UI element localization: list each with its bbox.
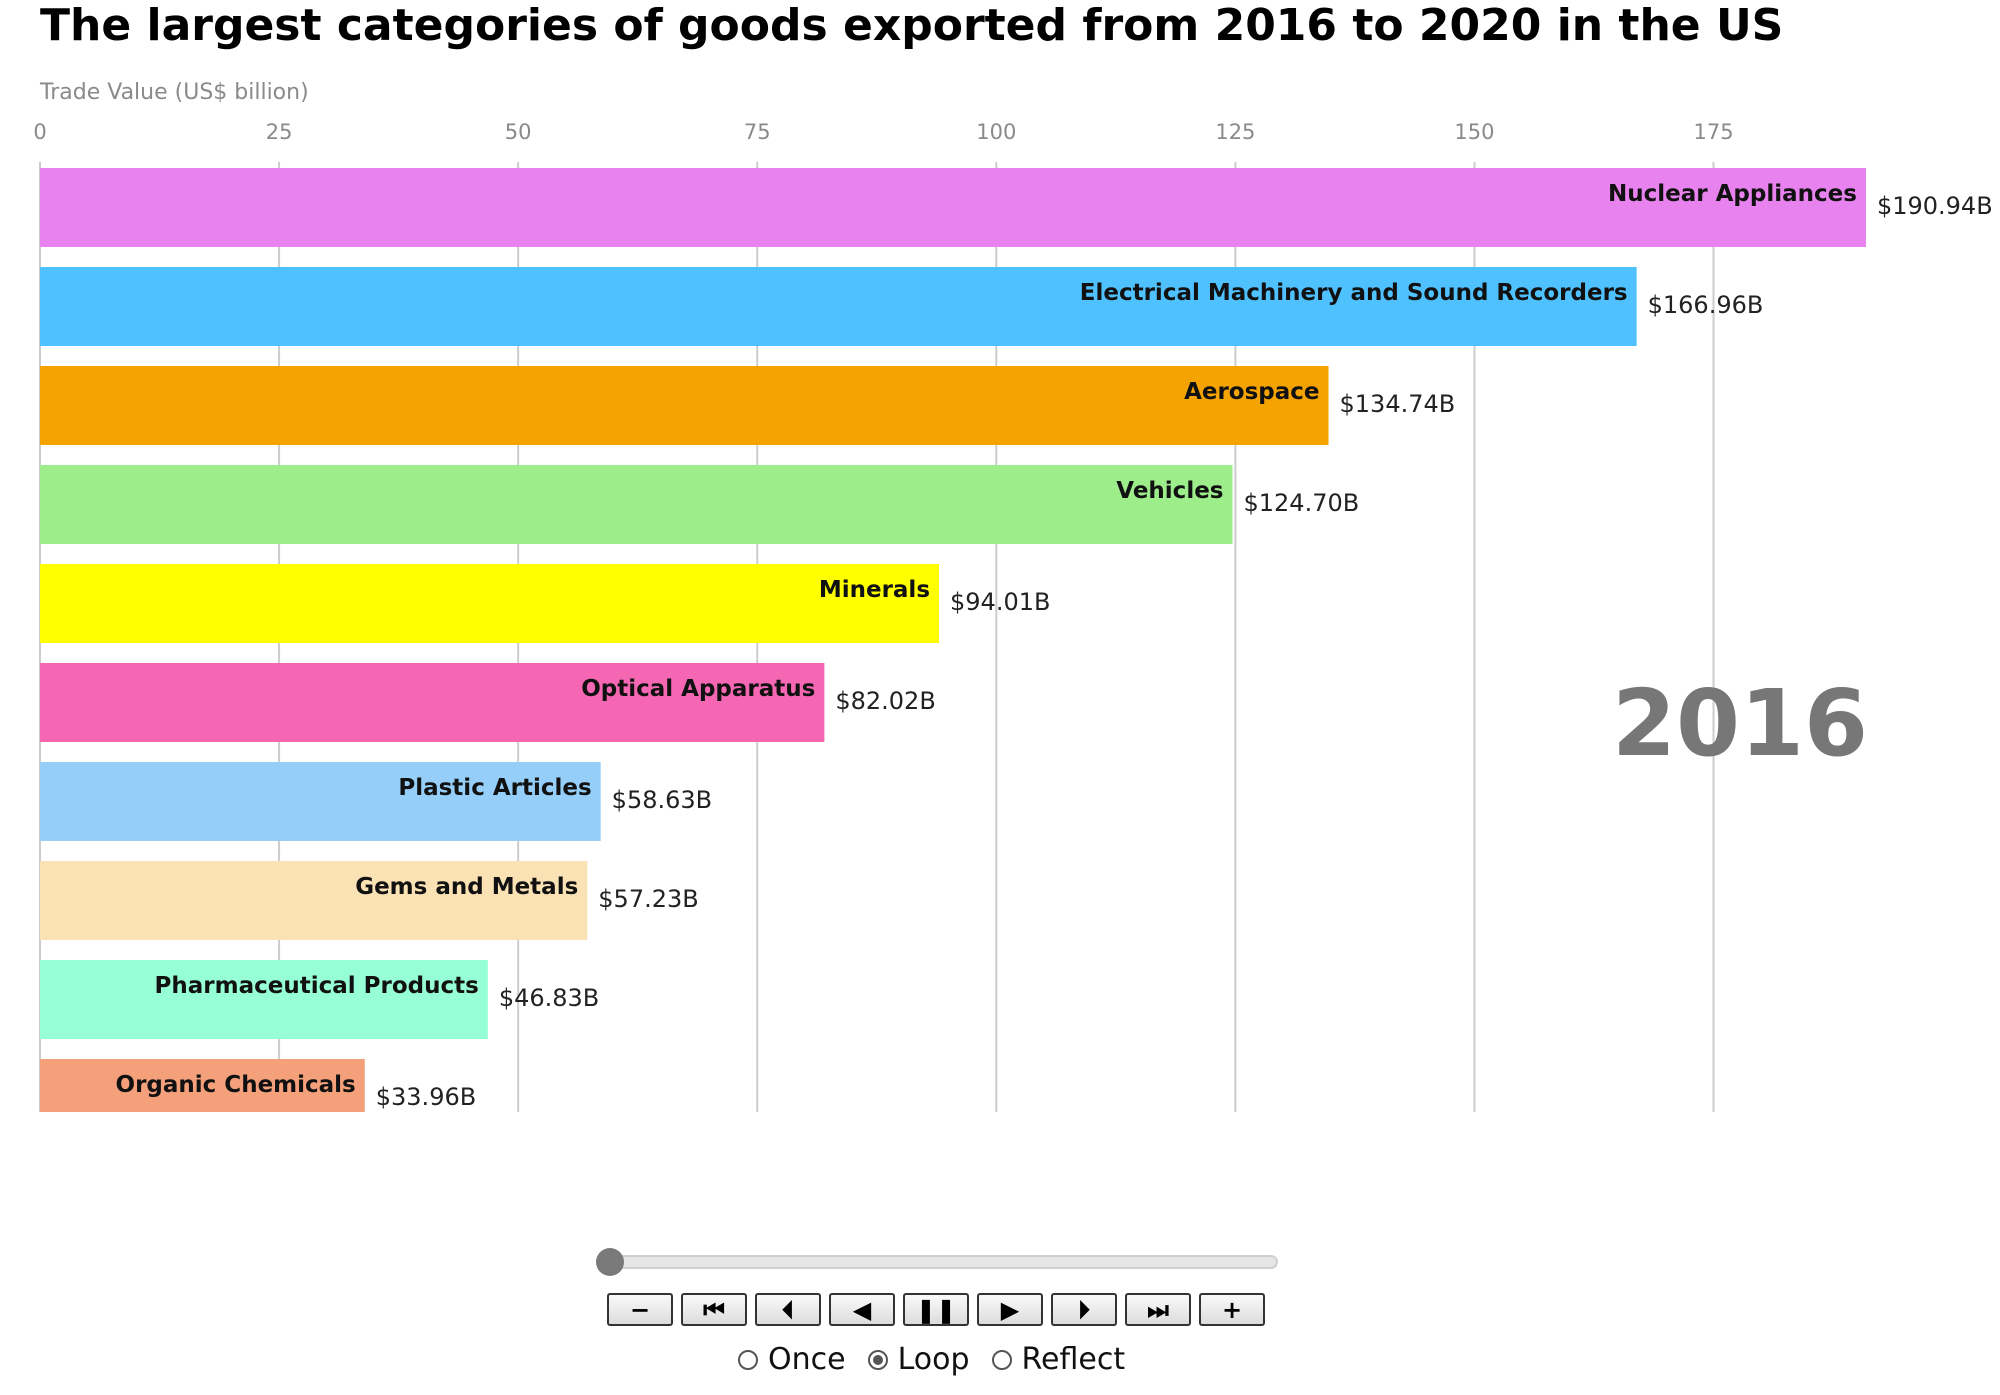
bar-category-label: Vehicles xyxy=(1116,478,1223,504)
year-label: 2016 xyxy=(1612,670,1868,777)
bar-value-label: $57.23B xyxy=(598,885,698,913)
radio-button-icon[interactable] xyxy=(738,1349,758,1370)
animation-controls: − ⏮ ⏴ ◀ ❚❚ ▶ ⏵ ⏭ + Once Loop Reflect xyxy=(0,1230,2000,1390)
radio-button-icon[interactable] xyxy=(991,1349,1012,1370)
bar xyxy=(40,267,1637,346)
bar-value-label: $134.74B xyxy=(1340,390,1456,418)
zoom-in-button[interactable]: + xyxy=(1199,1293,1265,1326)
bar xyxy=(40,465,1233,544)
bar xyxy=(40,1059,365,1112)
x-tick-label: 0 xyxy=(33,120,46,144)
bar-category-label: Nuclear Appliances xyxy=(1608,181,1857,207)
radio-label: Once xyxy=(768,1342,846,1377)
playback-buttons: − ⏮ ⏴ ◀ ❚❚ ▶ ⏵ ⏭ + xyxy=(607,1293,1265,1326)
bar-category-label: Electrical Machinery and Sound Recorders xyxy=(1080,280,1628,306)
bar xyxy=(40,960,488,1039)
bar-value-label: $94.01B xyxy=(950,588,1050,616)
bar xyxy=(40,762,601,841)
x-tick-label: 150 xyxy=(1454,120,1494,144)
zoom-out-button[interactable]: − xyxy=(607,1293,673,1326)
last-frame-button[interactable]: ⏭ xyxy=(1125,1293,1191,1326)
bar-category-label: Optical Apparatus xyxy=(581,676,815,702)
radio-loop[interactable]: Loop xyxy=(867,1342,970,1377)
step-back-button[interactable]: ⏴ xyxy=(755,1293,821,1326)
radio-label: Reflect xyxy=(1021,1342,1126,1377)
loop-mode-options: Once Loop Reflect xyxy=(738,1342,1147,1377)
bar xyxy=(40,663,825,742)
radio-button-icon[interactable] xyxy=(867,1349,888,1370)
bar-value-label: $124.70B xyxy=(1244,489,1360,517)
x-tick-label: 125 xyxy=(1215,120,1255,144)
frame-slider-thumb[interactable] xyxy=(596,1248,624,1276)
play-button[interactable]: ▶ xyxy=(977,1293,1043,1326)
x-tick-label: 50 xyxy=(505,120,532,144)
pause-button[interactable]: ❚❚ xyxy=(903,1293,969,1326)
bar-value-label: $190.94B xyxy=(1877,192,1993,220)
bar-value-label: $46.83B xyxy=(499,984,599,1012)
bar-category-label: Aerospace xyxy=(1184,379,1319,405)
play-reverse-button[interactable]: ◀ xyxy=(829,1293,895,1326)
bar-value-label: $33.96B xyxy=(376,1083,476,1111)
frame-slider[interactable] xyxy=(598,1255,1278,1269)
radio-reflect[interactable]: Reflect xyxy=(991,1342,1126,1377)
x-axis-label: Trade Value (US$ billion) xyxy=(39,80,309,105)
bar xyxy=(40,366,1329,445)
first-frame-button[interactable]: ⏮ xyxy=(681,1293,747,1326)
bar-value-label: $166.96B xyxy=(1648,291,1764,319)
bar-value-label: $82.02B xyxy=(835,687,935,715)
chart-title: The largest categories of goods exported… xyxy=(40,0,1784,51)
bar-category-label: Pharmaceutical Products xyxy=(155,973,479,999)
bars: Nuclear Appliances $190.94B Electrical Mac… xyxy=(40,168,1993,1112)
step-forward-button[interactable]: ⏵ xyxy=(1051,1293,1117,1326)
bar-value-label: $58.63B xyxy=(612,786,712,814)
x-tick-label: 100 xyxy=(976,120,1016,144)
bar-chart: Trade Value (US$ billion) 0 25 50 75 100 125 1… xyxy=(33,80,1993,1112)
x-tick-label: 75 xyxy=(744,120,771,144)
radio-once[interactable]: Once xyxy=(738,1342,846,1377)
bar-category-label: Minerals xyxy=(819,577,930,603)
x-tick-labels: 0 25 50 75 100 125 150 175 xyxy=(33,120,1733,144)
bar xyxy=(40,564,940,643)
bar-category-label: Organic Chemicals xyxy=(116,1072,356,1098)
x-tick-label: 175 xyxy=(1693,120,1733,144)
bar-category-label: Plastic Articles xyxy=(398,775,591,801)
bar-category-label: Gems and Metals xyxy=(355,874,578,900)
x-tick-label: 25 xyxy=(266,120,293,144)
bar xyxy=(40,168,1866,247)
bar xyxy=(40,861,588,940)
radio-label: Loop xyxy=(897,1342,970,1377)
